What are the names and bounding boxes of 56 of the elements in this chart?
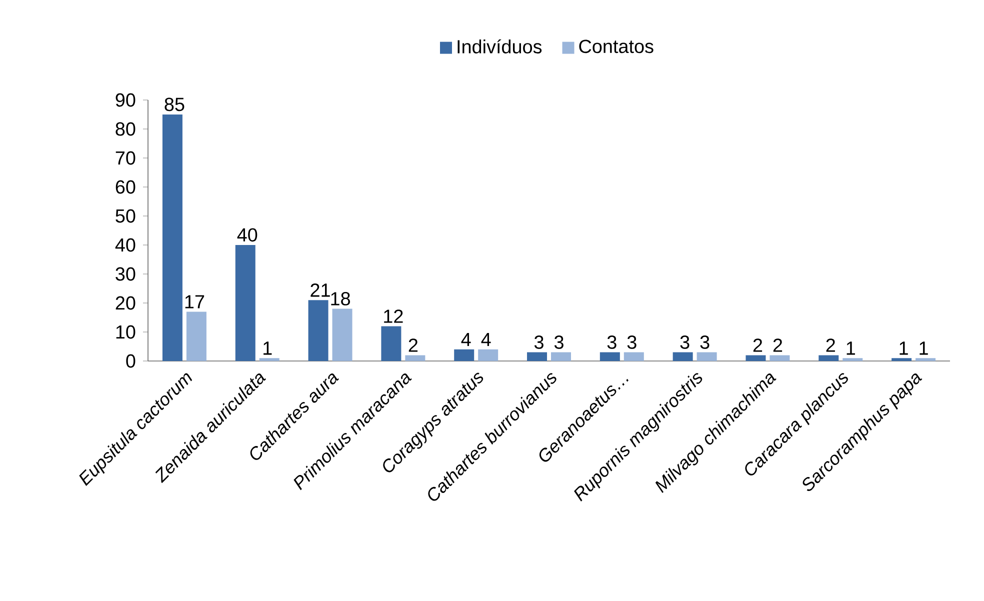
bar	[332, 308, 352, 361]
data-label: 3	[607, 336, 616, 349]
data-label: 1	[920, 342, 928, 355]
bar	[162, 114, 182, 361]
data-label: 2	[753, 338, 762, 352]
bar	[672, 352, 693, 361]
data-label: 12	[384, 310, 403, 323]
bar	[600, 352, 620, 361]
bar	[308, 300, 328, 361]
data-label: 40	[237, 228, 258, 242]
bar	[892, 358, 912, 361]
bar	[381, 326, 402, 361]
data-label: 2	[826, 338, 835, 352]
y-tick-label: 30	[116, 267, 136, 281]
bar	[696, 352, 717, 361]
data-label: 3	[700, 336, 710, 349]
data-label: 1	[846, 342, 855, 355]
legend-label: Contatos	[579, 40, 654, 54]
bar	[527, 352, 548, 361]
bar	[916, 358, 936, 361]
data-label: 4	[461, 332, 471, 346]
data-label: 2	[408, 338, 418, 352]
bar	[478, 349, 498, 361]
y-tick-label: 10	[116, 325, 136, 339]
y-tick-label: 60	[116, 180, 136, 194]
y-tick-label: 80	[116, 122, 136, 136]
y-tick-label: 20	[116, 296, 136, 310]
data-label: 18	[331, 292, 350, 306]
y-tick-label: 50	[116, 209, 136, 223]
bar	[186, 312, 206, 361]
y-tick-label: 40	[115, 238, 136, 252]
data-label: 3	[680, 336, 690, 349]
bar	[405, 355, 426, 361]
data-label: 3	[554, 336, 564, 349]
data-label: 2	[773, 338, 782, 352]
data-label: 21	[310, 283, 330, 297]
bar	[259, 358, 280, 361]
bar	[454, 349, 474, 361]
y-tick-label: 90	[116, 93, 136, 107]
y-tick-label: 70	[116, 151, 136, 165]
bar	[818, 355, 839, 361]
bar	[746, 355, 766, 361]
y-tick-label: 0	[126, 354, 136, 368]
data-label: 1	[900, 342, 908, 355]
bar	[235, 245, 256, 361]
bar	[551, 352, 571, 361]
data-label: 1	[264, 342, 272, 355]
legend-label: Indivíduos	[458, 39, 542, 54]
bar	[842, 358, 863, 361]
data-label: 85	[164, 98, 184, 112]
data-label: 3	[534, 336, 544, 349]
data-label: 3	[627, 336, 636, 349]
data-label: 4	[481, 332, 491, 346]
bar	[770, 355, 790, 361]
data-label: 17	[185, 295, 204, 308]
bar	[624, 352, 644, 361]
